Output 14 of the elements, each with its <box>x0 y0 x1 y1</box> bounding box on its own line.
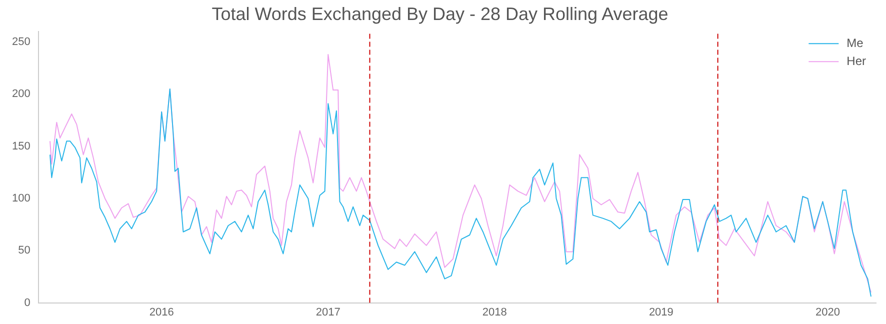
y-tick-label: 250 <box>12 36 30 48</box>
x-tick-label: 2020 <box>815 306 840 318</box>
x-tick-label: 2018 <box>482 306 507 318</box>
legend-label: Her <box>846 54 866 68</box>
chart-title: Total Words Exchanged By Day - 28 Day Rolling Average <box>212 4 668 24</box>
x-tick-label: 2016 <box>149 306 174 318</box>
y-tick-label: 100 <box>12 192 30 205</box>
legend-label: Me <box>846 36 864 50</box>
y-tick-label: 0 <box>24 296 30 309</box>
y-tick-label: 150 <box>12 140 30 152</box>
y-tick-label: 50 <box>18 244 30 257</box>
x-tick-label: 2019 <box>648 306 674 318</box>
x-tick-label: 2017 <box>316 306 340 318</box>
y-tick-label: 200 <box>12 88 30 100</box>
